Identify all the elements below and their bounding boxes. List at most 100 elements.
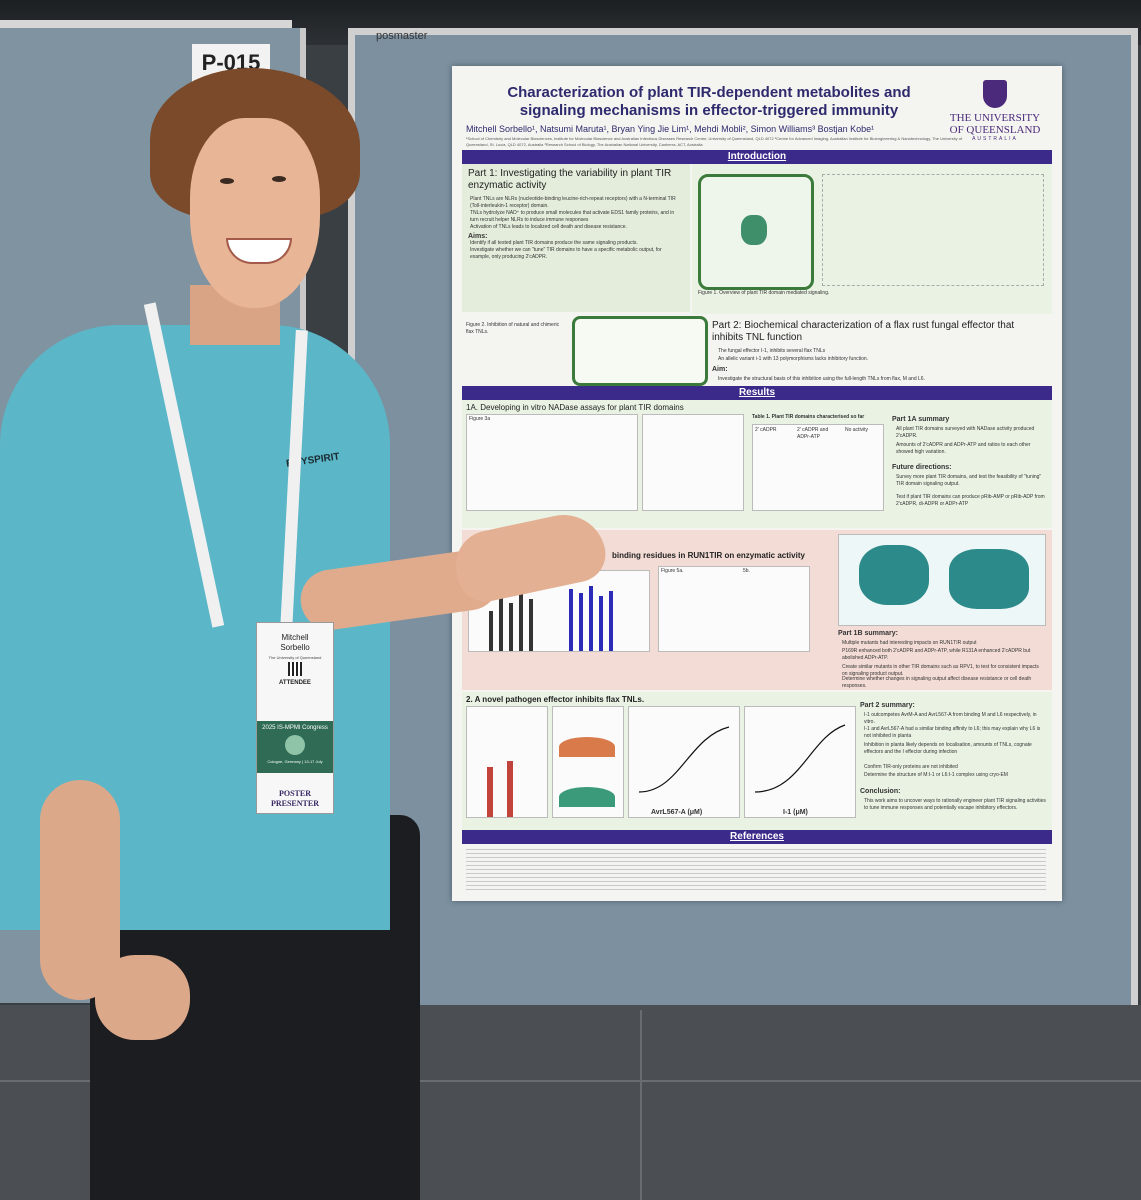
protein-ribbon — [949, 549, 1029, 609]
results-label: Results — [738, 387, 776, 398]
figure7c-thermophoresis — [552, 706, 624, 818]
part1-title: Part 1: Investigating the variability in… — [468, 168, 672, 191]
person-left-arm — [40, 780, 120, 1000]
results-2-panel: 2. A novel pathogen effector inhibits fl… — [462, 692, 1052, 830]
results-1a-title: 1A. Developing in vitro NADase assays fo… — [466, 403, 684, 412]
table1-header: 2' cADPR — [755, 427, 777, 433]
logo-line-1: THE UNIVERSITY — [949, 112, 1041, 124]
summary1b-item: P169R enhanced both 2'cADPR and ADPr-ATP… — [842, 648, 1031, 661]
part2-bullet: The fungal effector I-1, inhibits severa… — [718, 348, 826, 354]
figure2-caption: Figure 2. Inhibition of natural and chim… — [466, 322, 560, 335]
poster-affiliations: ¹School of Chemistry and Molecular Biosc… — [466, 136, 963, 147]
part1-bullet: Plant TNLs are NLRs (nucleotide-binding … — [470, 196, 676, 209]
results-1a-panel: 1A. Developing in vitro NADase assays fo… — [462, 400, 1052, 528]
qr-code-icon — [288, 662, 302, 676]
person-face — [190, 118, 320, 308]
x-axis-label: I-1 (μM) — [783, 809, 808, 816]
part1-panel: Part 1: Investigating the variability in… — [462, 164, 690, 312]
table1: 2' cADPR 2' cADPR and ADPr-ATP No activi… — [752, 424, 884, 511]
summary1a-title: Part 1A summary — [892, 416, 950, 423]
bar — [569, 589, 573, 651]
badge-congress-band: 2025 IS-MPMI Congress Cologne, Germany |… — [257, 721, 333, 773]
figure7e-binding-curve: AvrL567-A (μM) — [628, 706, 740, 818]
bar — [579, 593, 583, 651]
conclusion-title: Conclusion: — [860, 788, 901, 795]
summary1a-item: Amounts of 2'cADPR and ADPr-ATP and rati… — [896, 442, 1031, 455]
badge-role: POSTER PRESENTER — [270, 789, 319, 808]
figure5-bar-chart: Figure 5a. 5b. — [658, 566, 810, 652]
badge-congress-name: 2025 IS-MPMI Congress — [262, 725, 328, 731]
references-header: References — [462, 830, 1052, 844]
introduction-header: Introduction — [462, 150, 1052, 164]
part1-bullet: TNLs hydrolyze NAD⁺ to produce small mol… — [470, 210, 675, 223]
part1-bullet: Activation of TNLs leads to localized ce… — [470, 224, 627, 230]
introduction-label: Introduction — [727, 151, 787, 162]
future1b-item: Determine whether changes in signaling o… — [842, 676, 1032, 689]
figure2-diagram — [572, 316, 708, 386]
badge-location: Cologne, Germany | 13-17 July — [267, 759, 323, 764]
results-1b-title: binding residues in RUN1TIR on enzymatic… — [612, 551, 805, 560]
bar — [509, 603, 513, 651]
results-2-title: 2. A novel pathogen effector inhibits fl… — [466, 695, 645, 704]
figure6-protein-structure — [838, 534, 1046, 626]
figure5a-label: Figure 5a. — [661, 568, 684, 574]
conclusion-text: This work aims to uncover ways to ration… — [864, 798, 1046, 811]
floor-seam — [640, 1010, 642, 1200]
future1a-title: Future directions: — [892, 464, 952, 471]
summary1a-item: All plant TIR domains surveyed with NADa… — [896, 426, 1035, 439]
future1a-item: Test if plant TIR domains can produce pR… — [896, 494, 1045, 507]
figure5b-label: 5b. — [743, 568, 750, 574]
crest-icon — [983, 80, 1007, 108]
university-logo: THE UNIVERSITY OF QUEENSLAND AUSTRALIA — [940, 80, 1050, 142]
summary2-title: Part 2 summary: — [860, 702, 915, 709]
tnl-complex-icon — [741, 215, 767, 245]
references-list — [466, 846, 1046, 892]
future1a-item: Survey more plant TIR domains, and test … — [896, 474, 1042, 487]
summary2-item: I-1 and AvrL567-A had a similar binding … — [864, 726, 1041, 739]
table1-title: Table 1. Plant TIR domains characterised… — [752, 414, 865, 420]
bar — [519, 591, 523, 651]
bar — [599, 596, 603, 651]
logo-line-2: OF QUEENSLAND — [949, 124, 1041, 136]
board-brand-label: posmaster — [376, 30, 428, 42]
bar — [589, 586, 593, 651]
logo-line-3: AUSTRALIA — [972, 136, 1018, 142]
future2-item: Determine the structure of M:I-1 or L6:I… — [864, 772, 1008, 778]
figure1-caption: Figure 1. Overview of plant TIR domain m… — [698, 290, 830, 296]
figure3a-chromatogram: Figure 3a — [466, 414, 638, 511]
poster-authors: Mitchell Sorbello¹, Natsumi Maruta¹, Bry… — [466, 124, 875, 134]
part2-aim: Investigate the structural basis of this… — [718, 376, 925, 382]
person-head — [150, 68, 360, 318]
part2-panel: Figure 2. Inhibition of natural and chim… — [462, 316, 1052, 386]
bar — [609, 591, 613, 651]
floor-seam — [0, 1080, 1141, 1082]
eye — [272, 176, 286, 182]
bar — [489, 611, 493, 651]
research-poster: Characterization of plant TIR-dependent … — [452, 66, 1062, 901]
aims-item: Identify if all tested plant TIR domains… — [470, 240, 638, 246]
conference-badge: Mitchell Sorbello The University of Quee… — [256, 622, 334, 814]
figure7a-bar-chart — [466, 706, 548, 818]
aims-heading: Aims: — [468, 233, 488, 240]
future2-item: Confirm TIR-only proteins are not inhibi… — [864, 764, 958, 770]
badge-last-name: Sorbello — [280, 643, 310, 652]
part2-title: Part 2: Biochemical characterization of … — [712, 320, 1015, 343]
table1-header: 2' cADPR and ADPr-ATP — [797, 427, 829, 440]
summary2-item: Inhibition in planta likely depends on l… — [864, 742, 1032, 755]
figure1-panel: Figure 1. Overview of plant TIR domain m… — [692, 164, 1052, 314]
aims-item: Investigate whether we can "tune" TIR do… — [470, 247, 662, 260]
figure1b-structures — [822, 174, 1044, 286]
badge-institution: The University of Queensland — [268, 655, 322, 660]
eye — [220, 178, 234, 184]
congress-logo-icon — [285, 735, 305, 755]
trace-area — [559, 737, 615, 757]
part2-aim-heading: Aim: — [712, 366, 728, 373]
table1-header: No activity — [845, 427, 869, 433]
figure3a-label: Figure 3a — [469, 416, 491, 422]
badge-first-name: Mitchell — [281, 633, 309, 642]
badge-type: ATTENDEE — [279, 680, 311, 686]
figure1a-diagram — [698, 174, 814, 290]
x-axis-label: AvrL567-A (μM) — [651, 809, 703, 816]
future1b-item: Create similar mutants in other TIR doma… — [842, 664, 1039, 677]
person-left-hand — [95, 955, 190, 1040]
